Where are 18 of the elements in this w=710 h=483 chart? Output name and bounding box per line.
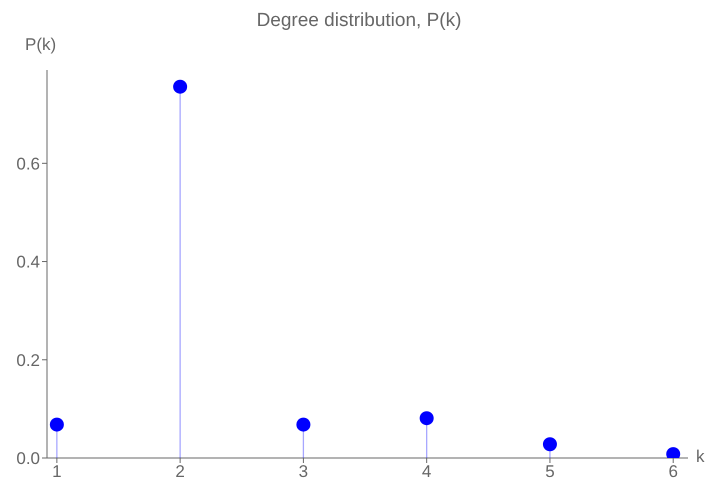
y-tick-label: 0.4 (16, 252, 40, 272)
x-tick-label: 3 (298, 462, 308, 482)
x-tick-label: 1 (52, 462, 62, 482)
chart-title: Degree distribution, P(k) (256, 10, 462, 32)
y-tick-label: 0.0 (16, 449, 40, 468)
y-tick-label: 0.6 (16, 154, 40, 174)
x-axis-title: k (696, 447, 704, 467)
x-tick-label: 6 (668, 462, 678, 482)
point (50, 418, 64, 432)
x-tick-label: 5 (545, 462, 555, 482)
point (542, 437, 557, 452)
point (420, 411, 434, 426)
point (296, 418, 310, 432)
y-axis-title: P(k) (25, 35, 56, 55)
x-tick-label: 4 (422, 462, 432, 482)
point (173, 80, 188, 94)
x-tick-label: 2 (175, 462, 185, 482)
y-tick-label: 0.2 (16, 350, 40, 370)
